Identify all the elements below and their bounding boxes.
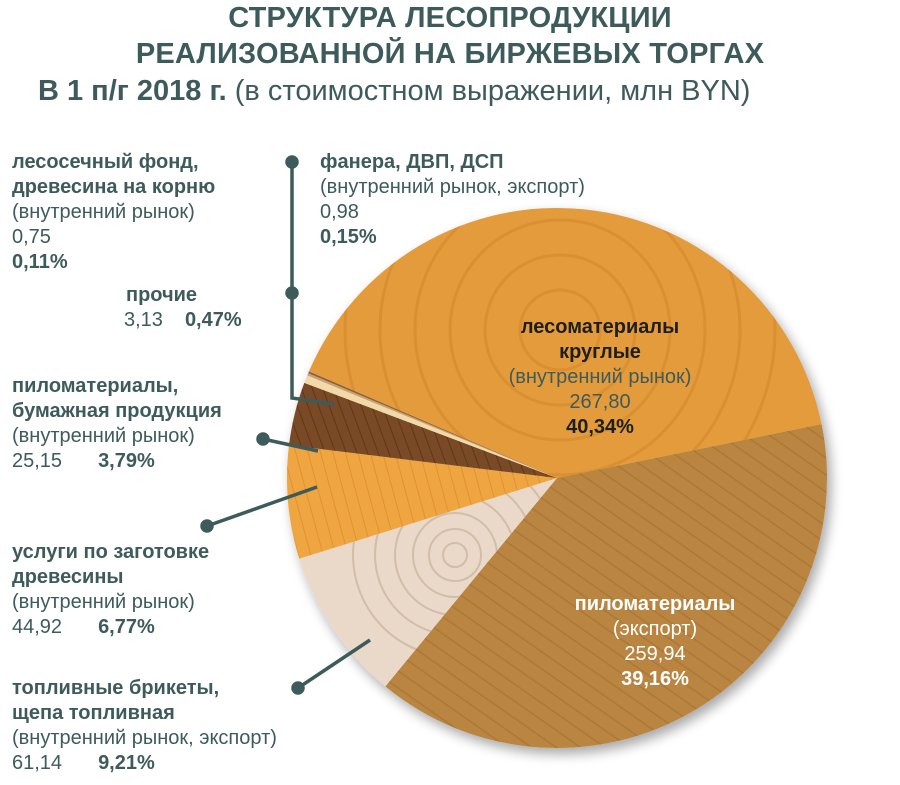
label-other-percent: 0,47%: [184, 309, 242, 331]
slice-other: [304, 375, 557, 478]
label-lumber-export-value: 259,94: [624, 643, 686, 665]
label-logging-fund: лесосечный фонд, древесина на корню (вну…: [12, 150, 215, 275]
title-line-3: В 1 п/г 2018 г. (в стоимостном выражении…: [38, 73, 750, 109]
label-fuel-percent: 9,21%: [98, 752, 155, 774]
label-roundwood-market: (внутренний рынок): [508, 366, 692, 388]
slice-roundwood-texture: [308, 208, 822, 479]
label-lumber-export-percent: 39,16%: [621, 668, 689, 690]
label-plywood: фанера, ДВП, ДСП (внутренний рынок, эксп…: [320, 150, 585, 250]
label-logging-fund-name2: древесина на корню: [12, 176, 216, 198]
label-other: прочие 3,13 0,47%: [124, 283, 242, 333]
label-harvesting: услуги по заготовке древесины (внутренни…: [12, 540, 209, 640]
label-plywood-market: (внутренний рынок, экспорт): [320, 176, 585, 198]
label-logging-fund-percent: 0,11%: [12, 251, 68, 273]
title-line-1: СТРУКТУРА ЛЕСОПРОДУКЦИИ: [228, 2, 672, 34]
label-lumber-paper-market: (внутренний рынок): [12, 425, 195, 447]
label-other-name: прочие: [126, 284, 198, 306]
leader-lumber-paper: [262, 437, 319, 453]
label-fuel-name1: топливные брикеты,: [12, 677, 220, 699]
leader-dot-logging-fund: [285, 155, 299, 169]
leader-fuel: [297, 638, 371, 690]
leader-logging-fund: [290, 162, 335, 406]
label-fuel-market: (внутренний рынок, экспорт): [12, 727, 277, 749]
slice-fuel-texture: [299, 478, 557, 687]
leader-dot-harvesting: [200, 519, 214, 533]
slice-plywood: [307, 373, 557, 478]
slice-harvesting-texture: [287, 445, 557, 559]
label-harvesting-name2: древесины: [12, 566, 124, 588]
slice-lumber-paper-texture: [289, 382, 557, 478]
label-lumber-paper-percent: 3,79%: [98, 450, 155, 472]
label-lumber-paper-name2: бумажная продукция: [12, 400, 222, 422]
leader-harvesting: [206, 485, 318, 528]
label-lumber-export-name: пиломатериалы: [574, 593, 736, 615]
label-logging-fund-value: 0,75: [12, 226, 51, 248]
label-lumber-paper: пиломатериалы, бумажная продукция (внутр…: [12, 374, 222, 474]
title-units: (в стоимостном выражении, млн BYN): [226, 75, 751, 107]
label-harvesting-percent: 6,77%: [98, 616, 155, 638]
label-lumber-export: пиломатериалы (экспорт) 259,94 39,16%: [525, 592, 785, 692]
leader-dot-fuel: [291, 681, 305, 695]
title-period: В 1 п/г 2018 г.: [38, 75, 227, 107]
label-roundwood-value: 267,80: [569, 391, 631, 413]
label-harvesting-market: (внутренний рынок): [12, 591, 195, 613]
label-roundwood-name1: лесоматериалы: [520, 316, 680, 338]
label-plywood-value: 0,98: [320, 201, 359, 223]
label-lumber-paper-value: 25,15: [12, 450, 63, 472]
label-roundwood-name2: круглые: [559, 341, 641, 363]
leader-lines: [200, 155, 371, 695]
label-other-value: 3,13: [124, 309, 163, 331]
leader-dot-other: [285, 286, 299, 300]
label-fuel-name2: щепа топливная: [12, 702, 175, 724]
label-logging-fund-name1: лесосечный фонд,: [12, 151, 199, 173]
label-harvesting-value: 44,92: [12, 616, 63, 638]
label-lumber-paper-name1: пиломатериалы,: [12, 375, 179, 397]
title-line-2: РЕАЛИЗОВАННОЙ НА БИРЖЕВЫХ ТОРГАХ: [135, 38, 765, 70]
slice-lumber-export-texture: [385, 424, 828, 748]
label-fuel: топливные брикеты, щепа топливная (внутр…: [12, 676, 277, 776]
label-plywood-name: фанера, ДВП, ДСП: [320, 151, 504, 173]
label-lumber-export-market: (экспорт): [612, 618, 698, 640]
label-roundwood: лесоматериалы круглые (внутренний рынок)…: [470, 315, 730, 440]
label-logging-fund-market: (внутренний рынок): [12, 201, 195, 223]
label-plywood-percent: 0,15%: [320, 226, 377, 248]
label-roundwood-percent: 40,34%: [566, 416, 634, 438]
label-harvesting-name1: услуги по заготовке: [12, 541, 210, 563]
label-fuel-value: 61,14: [12, 752, 63, 774]
leader-dot-lumber-paper: [256, 432, 270, 446]
slice-logging-fund: [308, 371, 557, 478]
chart-title: СТРУКТУРА ЛЕСОПРОДУКЦИИ РЕАЛИЗОВАННОЙ НА…: [0, 0, 900, 72]
